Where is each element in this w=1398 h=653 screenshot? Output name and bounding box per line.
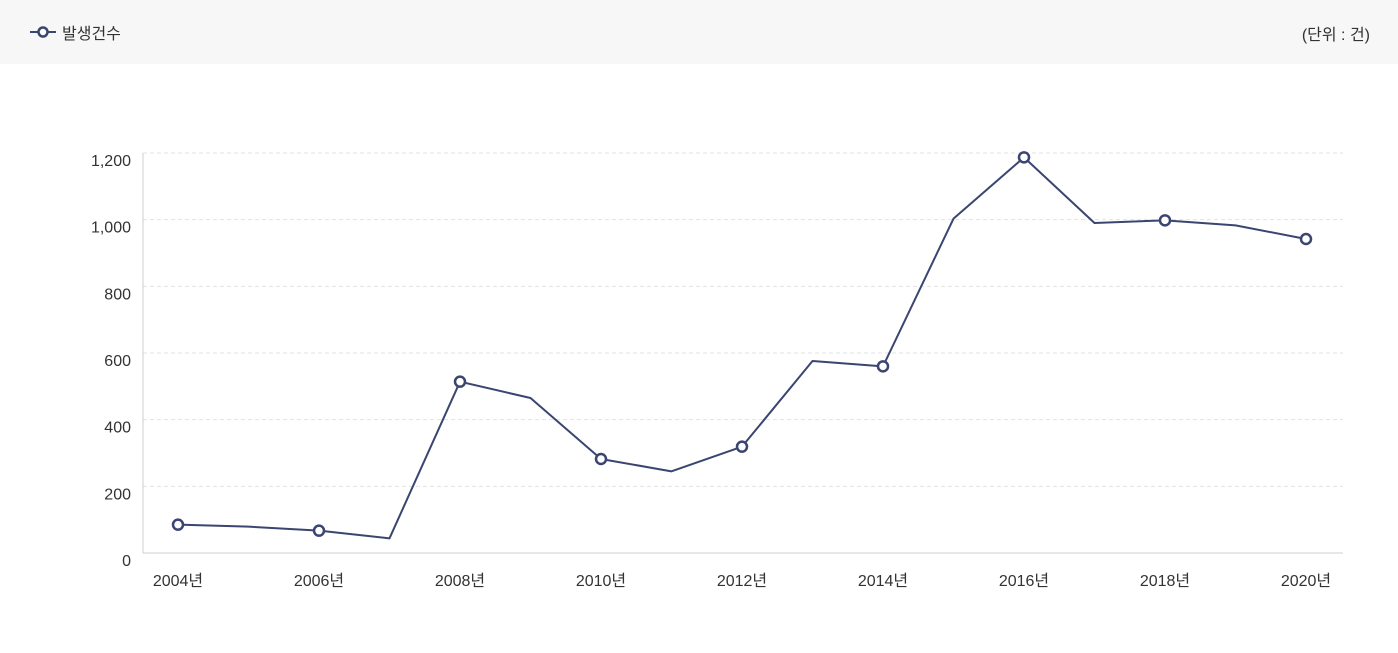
series-line [171, 151, 1313, 540]
x-tick-label: 2008년 [435, 572, 485, 590]
data-point [1017, 151, 1031, 164]
y-tick-label: 0 [122, 553, 131, 570]
y-tick-label: 600 [104, 353, 131, 370]
x-tick-label: 2014년 [858, 572, 908, 590]
grid-lines [143, 152, 1343, 487]
series-line-path [177, 156, 1307, 540]
y-tick-label: 800 [104, 286, 131, 303]
x-tick-label: 2004년 [153, 572, 203, 590]
x-tick-label: 2010년 [576, 572, 626, 590]
y-tick-label: 400 [104, 420, 131, 437]
line-marker-icon [30, 26, 56, 38]
legend[interactable]: 발생건수 [30, 20, 121, 44]
axes [142, 153, 1343, 554]
data-point [1299, 232, 1313, 246]
y-tick-label: 200 [104, 486, 131, 503]
data-point [594, 452, 608, 466]
unit-label: (단위 : 건) [1301, 27, 1370, 44]
chart-header: 발생건수 (단위 : 건) [0, 0, 1398, 64]
x-tick-label: 2012년 [717, 572, 767, 590]
tick-labels: 0 200 400 600 800 1,000 1,200 2004년 2006년 2008년 20… [91, 153, 1331, 590]
y-tick-label: 1,200 [91, 153, 131, 170]
data-point [453, 375, 467, 388]
data-point [735, 440, 749, 453]
legend-label: 발생건수 [62, 26, 121, 43]
data-point [1158, 214, 1172, 227]
data-point [171, 518, 185, 531]
x-tick-label: 2006년 [294, 572, 344, 590]
y-tick-label: 1,000 [91, 220, 131, 237]
data-point [312, 524, 326, 537]
data-point [876, 360, 890, 373]
x-tick-label: 2018년 [1140, 572, 1190, 590]
x-tick-label: 2016년 [999, 572, 1049, 590]
x-tick-label: 2020년 [1281, 572, 1331, 590]
